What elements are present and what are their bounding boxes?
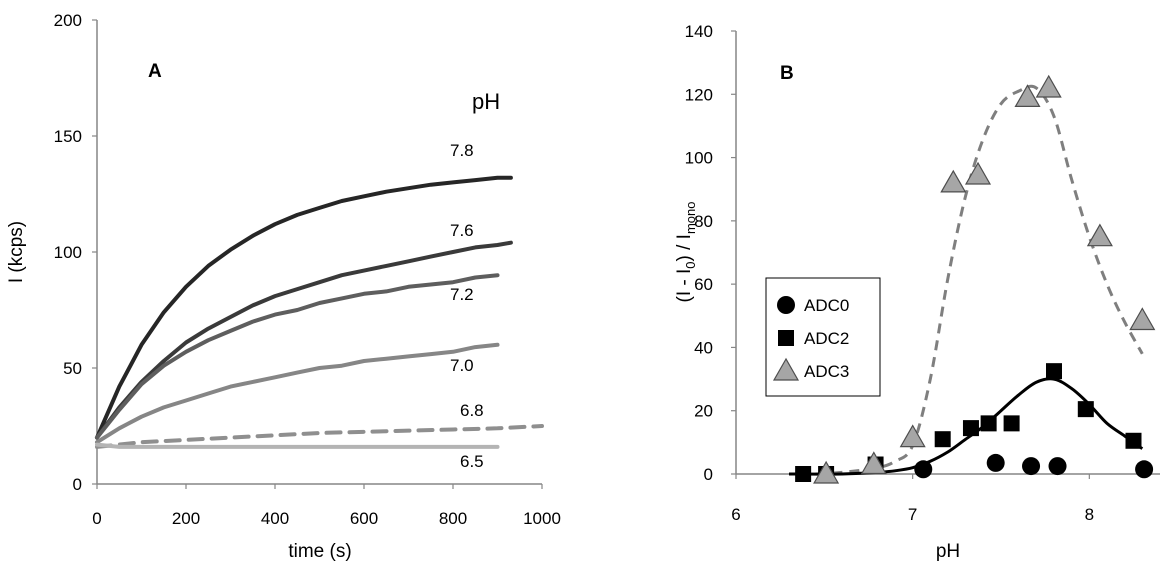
series-label-ph-6-5: 6.5: [460, 452, 484, 471]
panel-b-y-tick-label: 100: [685, 149, 713, 168]
series-line-ph-6-8: [95, 424, 544, 449]
point-adc0: [1022, 457, 1041, 476]
panel-b-x-tick-label: 6: [731, 505, 740, 524]
point-adc3: [1035, 74, 1062, 98]
point-adc2: [980, 415, 997, 432]
panel-b-y-tick-label: 0: [704, 465, 713, 484]
point-adc0: [914, 460, 933, 479]
series-line-ph-7-6: [95, 240, 513, 440]
legend-label-adc0: ADC0: [804, 296, 849, 315]
legend-label-adc3: ADC3: [804, 362, 849, 381]
panel-a-x-tick-label: 800: [439, 509, 467, 528]
panel-a-y-tick-label: 50: [63, 359, 82, 378]
series-label-ph-7-2: 7.2: [450, 285, 474, 304]
series-line-ph-6-5: [95, 442, 500, 449]
panel-b-y-tick-label: 120: [685, 85, 713, 104]
panel-b-y-tick-label: 140: [685, 22, 713, 41]
point-adc2: [1046, 363, 1062, 380]
series-label-ph-7-0: 7.0: [450, 356, 474, 375]
panel-a-legend-title: pH: [472, 89, 500, 114]
panel-a-y-tick-label: 200: [54, 11, 82, 30]
legend-items: ADC0 ADC2 ADC3: [772, 296, 849, 381]
point-adc0: [986, 453, 1005, 472]
panel-b-x-tick-label: 7: [908, 505, 917, 524]
panel-b-y-axis-title: (I - I0) / Imono: [674, 202, 698, 303]
panel-b-label: B: [780, 63, 794, 84]
legend-marker-adc3: [772, 357, 800, 381]
point-adc3: [940, 169, 967, 193]
panel-b-y-tick-label: 20: [694, 402, 713, 421]
panel-b-y-tick-label: 80: [694, 212, 713, 231]
panel-a-x-tick-label: 0: [92, 509, 101, 528]
panel-a-lines: [95, 175, 544, 449]
panel-a-y-tick-label: 0: [73, 475, 82, 494]
panel-b-legend: ADC0 ADC2 ADC3: [765, 277, 881, 397]
panel-b-y-tick-label: 60: [694, 275, 713, 294]
legend-marker-adc2: [778, 330, 794, 346]
panel-a-y-tick-label: 150: [54, 127, 82, 146]
fit-curve-adc3: [815, 84, 1144, 476]
series-line-ph-7-8: [95, 175, 513, 440]
panel-b-x-tick-label: 8: [1085, 505, 1094, 524]
series-line-ph-7-2: [95, 273, 500, 440]
point-adc2: [934, 431, 951, 448]
point-adc0: [1135, 460, 1154, 479]
panel-b-y-tick-label: 40: [694, 338, 713, 357]
point-adc3: [860, 451, 887, 475]
point-adc3: [1014, 84, 1041, 108]
panel-b-points: [795, 74, 1156, 484]
panel-a-series-labels: 7.8 7.6 7.2 7.0 6.8 6.5: [450, 141, 484, 471]
legend-label-adc2: ADC2: [804, 329, 849, 348]
series-label-ph-7-6: 7.6: [450, 221, 474, 240]
point-adc2: [1003, 415, 1020, 432]
panel-a-x-tick-label: 1000: [523, 509, 561, 528]
point-adc3: [964, 161, 992, 185]
series-label-ph-6-8: 6.8: [460, 401, 484, 420]
panel-a-y-axis-title: I (kcps): [6, 221, 27, 283]
series-label-ph-7-8: 7.8: [450, 141, 474, 160]
panel-b-x-axis-title: pH: [936, 541, 960, 562]
point-adc0: [1048, 457, 1067, 476]
point-adc3: [813, 460, 840, 484]
panel-a-label: A: [148, 61, 162, 82]
point-adc3: [899, 424, 926, 448]
panel-a-x-tick-label: 400: [261, 509, 289, 528]
panel-a-x-axis-title: time (s): [288, 541, 351, 562]
series-line-ph-7-0: [95, 342, 500, 445]
point-adc2: [1125, 432, 1142, 449]
panel-a-ticks: 0 200 400 600 800 1000 0 50 100 150 200: [54, 11, 561, 528]
point-adc2: [1077, 401, 1094, 418]
point-adc3: [1129, 307, 1156, 331]
panel-a-x-tick-label: 200: [172, 509, 200, 528]
legend-marker-adc0: [777, 296, 795, 314]
point-adc3: [1086, 223, 1113, 247]
point-adc2: [795, 466, 812, 482]
point-adc2: [962, 420, 979, 437]
panel-a-x-tick-label: 600: [350, 509, 378, 528]
panel-a-y-tick-label: 100: [54, 243, 82, 262]
